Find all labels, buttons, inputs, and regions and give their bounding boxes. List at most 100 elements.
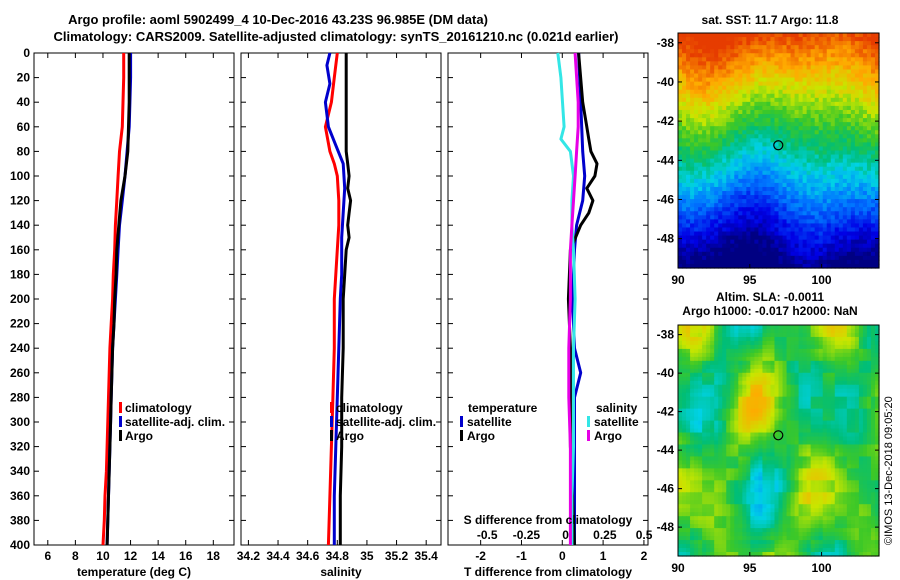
map-cell: [866, 424, 872, 430]
map-cell: [734, 239, 739, 245]
map-cell: [698, 203, 703, 208]
map-cell: [714, 33, 719, 38]
map-cell: [854, 49, 860, 54]
map-cell: [678, 428, 683, 434]
map-cell: [750, 235, 755, 241]
map-cell: [710, 368, 715, 374]
map-cell: [706, 404, 711, 410]
map-cell: [742, 380, 747, 386]
map-cell: [806, 464, 812, 469]
map-cell: [870, 332, 876, 338]
map-cell: [782, 376, 788, 382]
map-cell: [750, 97, 755, 103]
map-cell: [806, 460, 812, 465]
map-cell: [678, 191, 683, 196]
map-cell: [774, 150, 780, 156]
map-cell: [754, 174, 759, 180]
map-cell: [698, 81, 703, 87]
map-cell: [758, 372, 764, 378]
map-cell: [742, 424, 747, 430]
map-cell: [866, 227, 872, 233]
map-cell: [826, 69, 832, 75]
map-cell: [842, 376, 848, 382]
map-cell: [866, 340, 872, 346]
map-cell: [842, 231, 848, 237]
map-cell: [774, 122, 780, 127]
map-cell: [818, 53, 824, 58]
map-cell: [786, 356, 792, 362]
map-cell: [830, 255, 836, 261]
map-cell: [818, 65, 824, 71]
map-cell: [866, 33, 872, 38]
map-cell: [698, 158, 703, 164]
map-cell: [806, 223, 812, 229]
map-cell: [862, 412, 868, 418]
map-cell: [718, 468, 723, 473]
map-cell: [774, 45, 780, 50]
map-cell: [818, 344, 824, 350]
map-cell: [706, 33, 711, 38]
map-cell: [742, 420, 747, 426]
map-cell: [862, 364, 868, 370]
map-cell: [850, 396, 856, 402]
map-cell: [726, 134, 731, 139]
map-cell: [738, 69, 743, 75]
map-cell: [822, 460, 828, 465]
map-cell: [694, 388, 699, 394]
map-cell: [706, 332, 711, 338]
map-cell: [846, 456, 852, 462]
map-cell: [862, 360, 868, 366]
map-cell: [774, 154, 780, 160]
map-cell: [858, 118, 864, 123]
map-cell: [686, 251, 691, 257]
map-cell: [774, 65, 780, 71]
map-cell: [850, 142, 856, 148]
map-cell: [826, 227, 832, 233]
map-cell: [866, 122, 872, 127]
map-cell: [786, 69, 792, 75]
map-cell: [846, 37, 852, 42]
map-cell: [786, 444, 792, 450]
map-cell: [722, 77, 727, 83]
map-cell: [854, 408, 860, 414]
map-cell: [690, 340, 695, 346]
map-cell: [698, 33, 703, 38]
map-cell: [814, 392, 820, 398]
map-cell: [678, 207, 683, 212]
map-cell: [810, 146, 816, 152]
map-cell: [698, 85, 703, 91]
map-cell: [850, 73, 856, 79]
map-cell: [862, 162, 868, 168]
map-cell: [754, 118, 759, 123]
map-cell: [710, 105, 715, 111]
map-cell: [814, 97, 820, 103]
map-cell: [850, 440, 856, 446]
map-cell: [778, 336, 784, 342]
map-cell: [806, 93, 812, 99]
map-cell: [694, 372, 699, 378]
map-cell: [734, 376, 739, 382]
map-cell: [850, 227, 856, 233]
map-cell: [746, 408, 751, 414]
map-cell: [754, 440, 759, 446]
map-cell: [686, 336, 691, 342]
map-cell: [850, 126, 856, 131]
map-cell: [822, 73, 828, 79]
map-cell: [778, 384, 784, 390]
map-cell: [742, 57, 747, 62]
map-cell: [774, 440, 780, 446]
map-cell: [726, 340, 731, 346]
map-cell: [838, 396, 844, 402]
map-cell: [778, 142, 784, 148]
map-cell: [678, 53, 683, 58]
map-cell: [854, 448, 860, 454]
map-cell: [862, 170, 868, 176]
map-cell: [834, 456, 840, 462]
map-cell: [782, 464, 788, 469]
map-cell: [702, 352, 707, 358]
map-cell: [854, 263, 860, 269]
map-cell: [694, 432, 699, 438]
map-cell: [818, 158, 824, 164]
map-cell: [718, 219, 723, 225]
map-cell: [702, 219, 707, 225]
